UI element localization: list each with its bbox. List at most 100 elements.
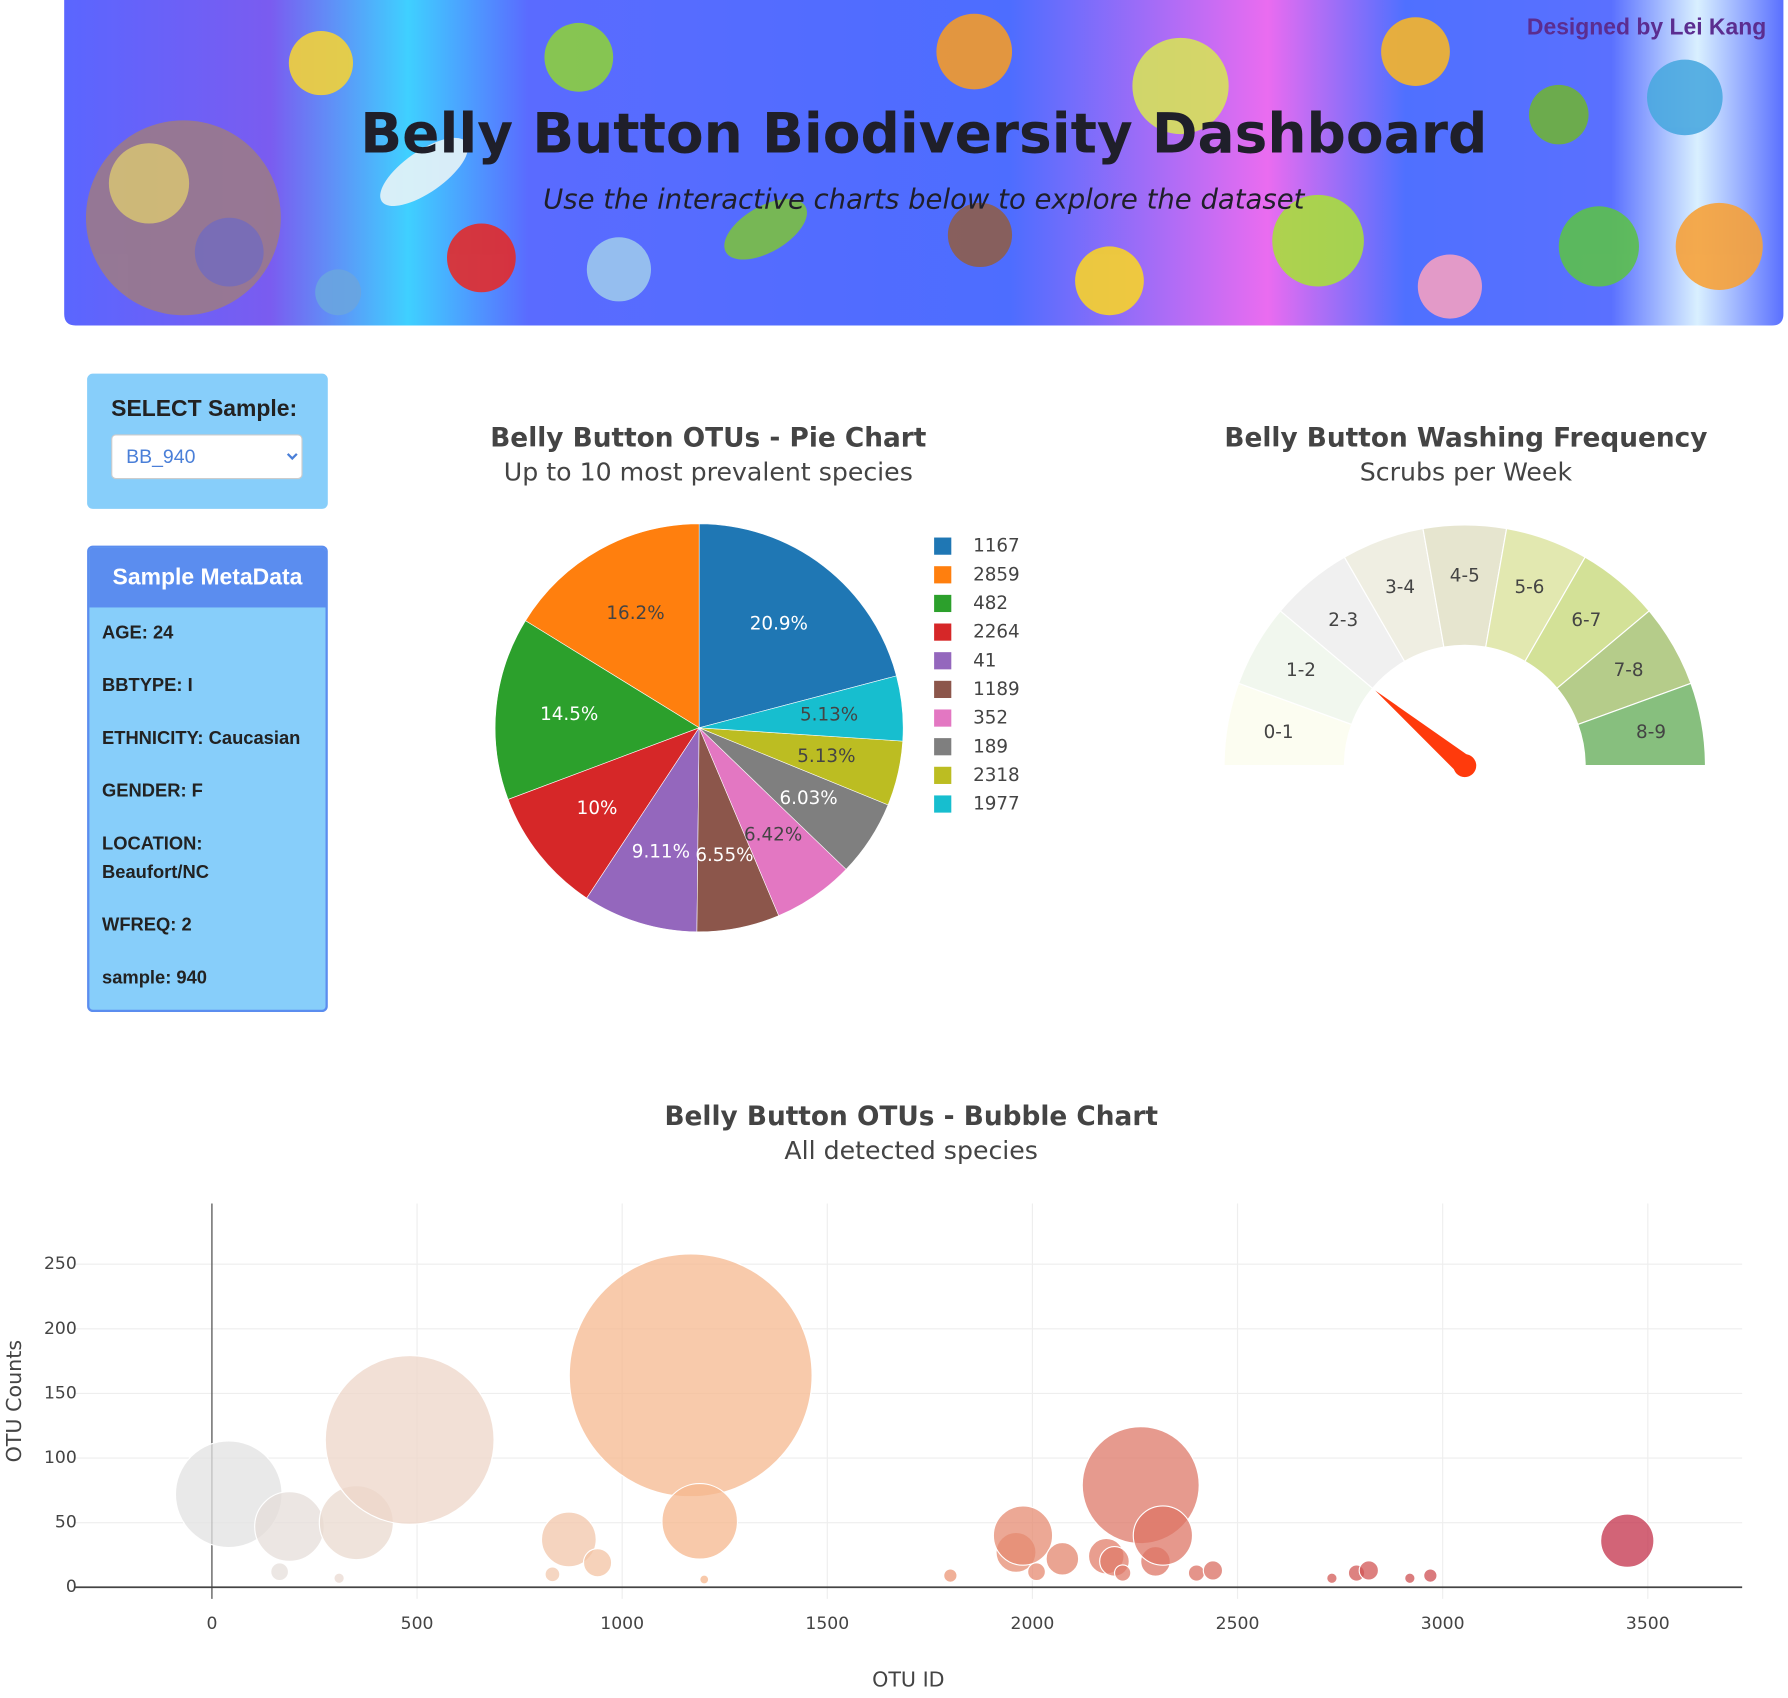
legend-label: 189 bbox=[973, 736, 1008, 757]
bubble bbox=[1132, 1505, 1194, 1566]
bubble bbox=[1113, 1564, 1132, 1582]
microbe bbox=[1272, 194, 1364, 287]
metadata-list: AGE: 24 BBTYPE: I ETHNICITY: Caucasian GEND… bbox=[89, 607, 325, 992]
pie-slice bbox=[494, 620, 700, 800]
x-tick-label: 3000 bbox=[1421, 1614, 1465, 1634]
sample-select[interactable]: BB_940 bbox=[111, 434, 303, 480]
legend-swatch bbox=[934, 795, 952, 813]
microbe-illustrations bbox=[85, 13, 1763, 319]
bubble-chart: Belly Button OTUs - Bubble Chart All dete… bbox=[2, 1102, 1743, 1691]
legend-label: 2318 bbox=[973, 765, 1020, 786]
legend-swatch bbox=[934, 652, 952, 670]
slice-label: 10% bbox=[577, 798, 618, 819]
gauge-label: 1-2 bbox=[1286, 660, 1316, 681]
slice-label: 14.5% bbox=[540, 704, 598, 725]
legend-swatch bbox=[934, 537, 952, 555]
legend-label: 482 bbox=[973, 593, 1008, 614]
bubble bbox=[1187, 1564, 1206, 1582]
pie-slice bbox=[586, 726, 700, 933]
gauge-label: 3-4 bbox=[1385, 577, 1415, 598]
gauge-segment bbox=[1577, 682, 1707, 767]
header-banner: Belly Button Biodiversity Dashboard Use … bbox=[64, 0, 1784, 326]
metadata-item: LOCATION: Beaufort/NC bbox=[102, 834, 209, 883]
gauge-label: 2-3 bbox=[1328, 610, 1358, 631]
microbe bbox=[947, 202, 1013, 268]
pie-slice bbox=[699, 675, 904, 742]
bubble bbox=[1600, 1513, 1655, 1568]
slice-label: 9.11% bbox=[632, 842, 690, 863]
x-tick-label: 2000 bbox=[1011, 1614, 1055, 1634]
metadata-panel: Sample MetaData AGE: 24 BBTYPE: I ETHNICIT… bbox=[87, 545, 328, 1013]
slice-label: 5.13% bbox=[800, 704, 858, 725]
bubble bbox=[333, 1572, 345, 1584]
chart-title: Belly Button OTUs - Bubble Chart bbox=[664, 1102, 1157, 1132]
microbe bbox=[1075, 246, 1144, 316]
bubble bbox=[582, 1548, 613, 1578]
bubble bbox=[1027, 1562, 1046, 1582]
pie-chart: Belly Button OTUs - Pie Chart Up to 10 mo… bbox=[490, 423, 1020, 933]
legend-label: 352 bbox=[973, 708, 1008, 729]
x-tick-label: 1000 bbox=[600, 1614, 644, 1634]
legend-swatch bbox=[934, 623, 952, 641]
y-tick-label: 250 bbox=[44, 1254, 77, 1274]
microbe bbox=[288, 30, 354, 96]
credit: Designed by Lei Kang bbox=[1527, 14, 1766, 40]
microbe bbox=[1528, 84, 1589, 145]
microbe bbox=[724, 198, 807, 260]
x-tick-label: 3500 bbox=[1626, 1614, 1670, 1634]
legend-swatch bbox=[934, 594, 952, 613]
y-tick-label: 200 bbox=[44, 1319, 77, 1339]
legend-label: 41 bbox=[973, 650, 996, 671]
x-tick-label: 500 bbox=[401, 1614, 434, 1634]
bubble bbox=[544, 1566, 561, 1583]
x-tick-label: 0 bbox=[206, 1614, 217, 1634]
bubble bbox=[992, 1505, 1054, 1566]
microbe bbox=[1558, 206, 1639, 287]
microbe bbox=[586, 237, 652, 302]
bubble bbox=[1202, 1560, 1224, 1581]
microbe bbox=[380, 137, 468, 206]
microbe bbox=[1675, 202, 1763, 290]
x-tick-label: 2500 bbox=[1216, 1614, 1260, 1634]
slice-label: 20.9% bbox=[750, 613, 808, 634]
legend-label: 2264 bbox=[973, 622, 1020, 643]
microbe bbox=[544, 22, 614, 92]
metadata-item: GENDER: F bbox=[102, 781, 203, 802]
bubble bbox=[568, 1253, 813, 1498]
microbe bbox=[1381, 17, 1450, 86]
y-tick-label: 50 bbox=[55, 1513, 77, 1533]
microbe bbox=[446, 223, 516, 293]
legend-label: 1977 bbox=[973, 794, 1020, 815]
metadata-item: sample: 940 bbox=[102, 968, 208, 988]
chart-subtitle: Scrubs per Week bbox=[1360, 457, 1573, 486]
bubble bbox=[1423, 1568, 1438, 1583]
y-tick-label: 150 bbox=[44, 1383, 77, 1403]
gauge-chart: Belly Button Washing Frequency Scrubs per… bbox=[1223, 423, 1707, 778]
select-label: SELECT Sample: bbox=[111, 396, 298, 422]
microbe bbox=[194, 217, 264, 287]
gauge-label: 6-7 bbox=[1571, 610, 1601, 631]
chart-subtitle: All detected species bbox=[784, 1136, 1038, 1165]
page-title: Belly Button Biodiversity Dashboard bbox=[360, 102, 1487, 166]
metadata-item: ETHNICITY: Caucasian bbox=[102, 728, 301, 749]
microbe bbox=[108, 143, 190, 224]
microbe bbox=[315, 269, 362, 316]
gauge-label: 7-8 bbox=[1614, 660, 1644, 681]
metadata-item: BBTYPE: I bbox=[102, 676, 193, 696]
pie-slice bbox=[698, 523, 897, 729]
slice-label: 6.55% bbox=[695, 845, 753, 866]
gauge-label: 0-1 bbox=[1264, 722, 1294, 743]
gauge-label: 8-9 bbox=[1636, 722, 1666, 743]
legend-swatch bbox=[934, 738, 952, 756]
metadata-item: WFREQ: 2 bbox=[102, 915, 192, 936]
bubble bbox=[1045, 1541, 1080, 1576]
legend-swatch bbox=[934, 566, 952, 584]
bubble bbox=[1358, 1560, 1380, 1581]
y-tick-label: 100 bbox=[44, 1448, 77, 1468]
microbe bbox=[1132, 37, 1229, 135]
bubble bbox=[661, 1483, 739, 1560]
legend-swatch bbox=[934, 766, 952, 784]
bubble bbox=[540, 1511, 597, 1568]
